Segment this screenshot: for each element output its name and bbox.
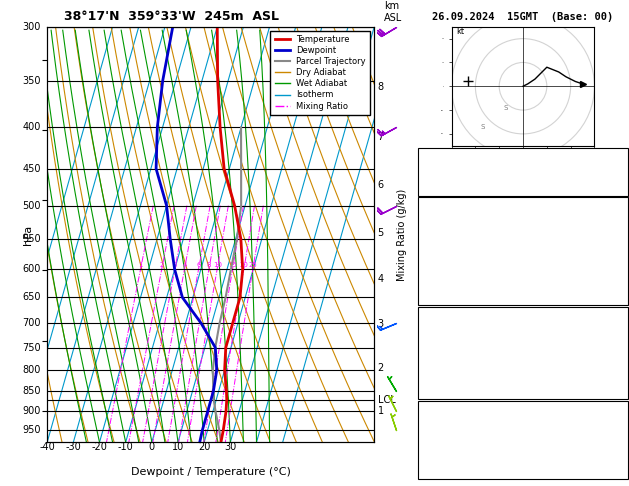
Text: K: K [421,151,428,161]
Text: 600: 600 [22,264,41,275]
Text: Lifted Index: Lifted Index [421,353,496,363]
Text: 500: 500 [22,201,41,210]
Text: 6: 6 [196,262,201,268]
Text: PW (cm): PW (cm) [421,181,465,191]
Text: -0: -0 [612,353,625,363]
Text: 400: 400 [22,122,41,133]
Text: EH: EH [421,417,434,427]
Text: Most Unstable: Most Unstable [482,309,564,319]
Text: -40: -40 [39,442,55,452]
Text: -20: -20 [92,442,108,452]
Text: 10: 10 [172,442,184,452]
Text: 450: 450 [22,164,41,174]
Text: 97: 97 [612,383,625,393]
Text: 20: 20 [240,262,248,268]
Text: θₑ (K): θₑ (K) [421,338,459,348]
Text: S: S [480,124,484,130]
Text: hPa: hPa [23,225,33,244]
Text: -10: -10 [118,442,133,452]
Text: 550: 550 [22,234,41,244]
Text: 26.09.2024  15GMT  (Base: 00): 26.09.2024 15GMT (Base: 00) [432,12,614,22]
Text: 10: 10 [213,262,222,268]
Text: Temp (°C): Temp (°C) [421,213,477,224]
Text: 26.4: 26.4 [599,213,625,224]
Text: SREH: SREH [421,432,447,442]
Text: 21: 21 [612,417,625,427]
Text: 4: 4 [182,262,187,268]
Text: CIN (J): CIN (J) [421,383,465,393]
Text: Surface: Surface [501,200,545,210]
Text: 1: 1 [138,262,143,268]
Text: 2: 2 [160,262,164,268]
Text: Pressure (mb): Pressure (mb) [421,323,503,333]
Text: Dewpoint / Temperature (°C): Dewpoint / Temperature (°C) [131,467,291,477]
Text: 7: 7 [377,132,384,141]
Text: 300: 300 [22,22,41,32]
Text: 0: 0 [149,442,155,452]
Text: 20: 20 [198,442,210,452]
Text: 42: 42 [612,166,625,176]
Text: 3: 3 [173,262,177,268]
Text: StmDir: StmDir [421,447,459,457]
Text: θₑ(K): θₑ(K) [421,243,453,254]
Text: Lifted Index: Lifted Index [421,259,496,269]
Text: 350: 350 [22,76,41,86]
Text: 850: 850 [22,386,41,397]
Text: km
ASL: km ASL [384,1,403,22]
Legend: Temperature, Dewpoint, Parcel Trajectory, Dry Adiabat, Wet Adiabat, Isotherm, Mi: Temperature, Dewpoint, Parcel Trajectory… [270,31,370,115]
Text: -30: -30 [65,442,81,452]
Text: 25: 25 [248,262,257,268]
Text: CAPE (J): CAPE (J) [421,368,471,378]
Text: 6: 6 [377,180,384,190]
Text: Mixing Ratio (g/kg): Mixing Ratio (g/kg) [397,189,407,280]
Text: 38°17'N  359°33'W  245m  ASL: 38°17'N 359°33'W 245m ASL [64,10,279,22]
Text: 275°: 275° [599,447,625,457]
Text: 5: 5 [377,227,384,238]
Text: 3: 3 [377,319,384,329]
Text: Totals Totals: Totals Totals [421,166,503,176]
Text: 1: 1 [377,406,384,416]
Text: kt: kt [456,27,464,36]
Text: CAPE (J): CAPE (J) [421,274,471,284]
Text: 700: 700 [22,318,41,329]
Text: 750: 750 [22,343,41,352]
Text: 2.54: 2.54 [599,181,625,191]
Text: 4: 4 [377,274,384,284]
Text: 8: 8 [207,262,211,268]
Text: 983: 983 [606,323,625,333]
Text: Hodograph: Hodograph [495,403,551,414]
Text: CIN (J): CIN (J) [421,289,465,299]
Text: 800: 800 [22,365,41,375]
Text: 15: 15 [228,262,237,268]
Text: 650: 650 [22,293,41,302]
Text: 130: 130 [606,274,625,284]
Text: 130: 130 [606,368,625,378]
Text: 18.3: 18.3 [599,228,625,239]
Text: 900: 900 [22,406,41,417]
Text: 2: 2 [618,432,625,442]
Text: 2: 2 [377,363,384,373]
Text: 950: 950 [22,425,41,435]
Text: 340: 340 [606,338,625,348]
Text: 23: 23 [612,462,625,472]
Text: 18: 18 [612,151,625,161]
Text: 30: 30 [224,442,237,452]
Text: -0: -0 [612,259,625,269]
Text: 97: 97 [612,289,625,299]
Text: 8: 8 [377,82,384,92]
Text: © weatheronline.co.uk: © weatheronline.co.uk [461,470,585,480]
Text: LCL: LCL [377,395,395,404]
Text: S: S [504,105,508,111]
Text: 340: 340 [606,243,625,254]
Text: StmSpd (kt): StmSpd (kt) [421,462,490,472]
Text: Dewp (°C): Dewp (°C) [421,228,477,239]
